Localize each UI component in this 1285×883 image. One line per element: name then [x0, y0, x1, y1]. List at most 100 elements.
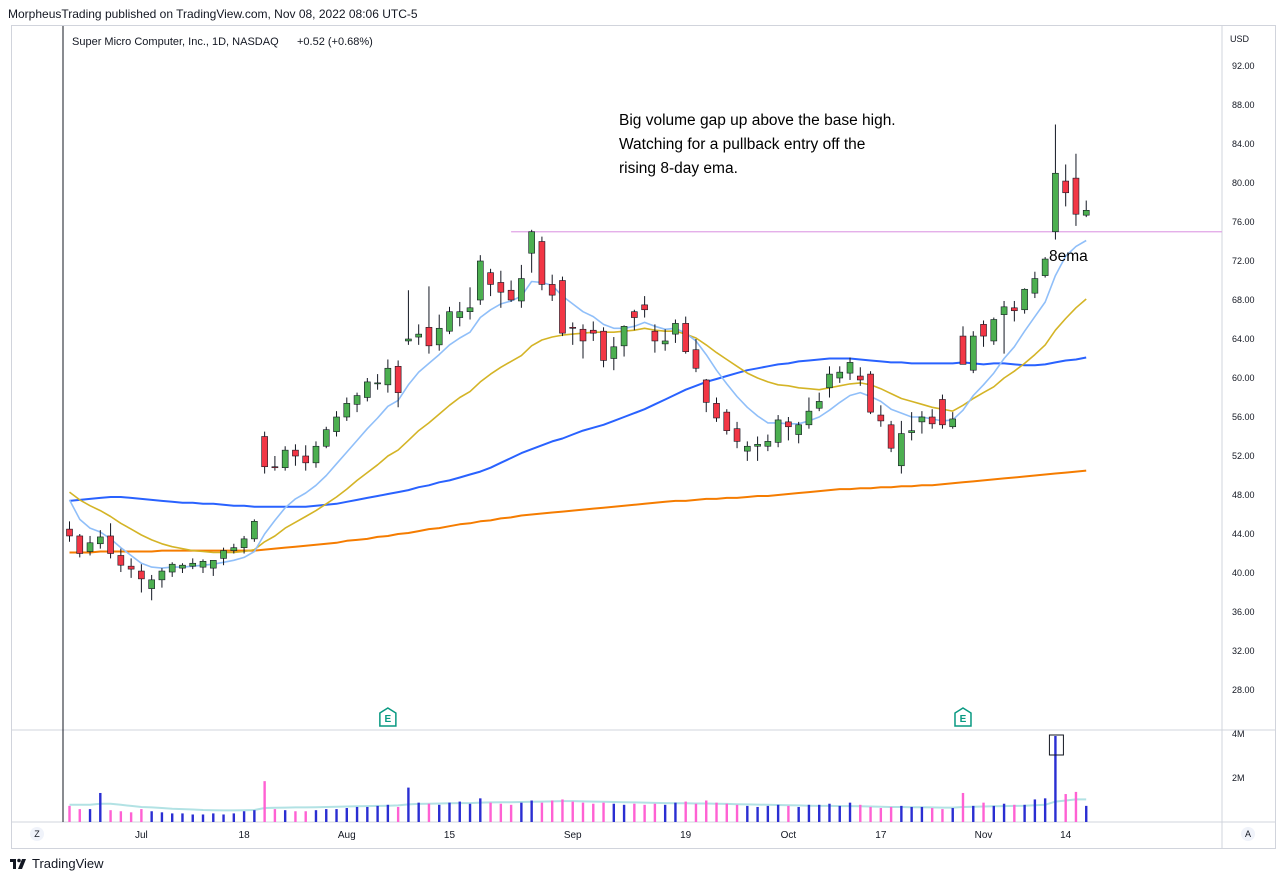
- candle-body: [1011, 307, 1018, 312]
- auto-scale-corner-icon: [1241, 827, 1255, 841]
- price-tick-label: 32.00: [1232, 646, 1255, 656]
- candle-body: [744, 445, 751, 452]
- volume-bar: [160, 812, 164, 822]
- candle-body: [569, 326, 577, 329]
- candle-body: [785, 421, 792, 428]
- volume-bar: [304, 811, 307, 822]
- corner-label-left: Z: [34, 829, 40, 839]
- candle-body: [466, 307, 474, 312]
- volume-ma-line: [69, 798, 1087, 812]
- volume-bar: [201, 814, 205, 822]
- candle-body: [302, 455, 310, 464]
- volume-bar: [242, 811, 246, 822]
- volume-bar: [982, 802, 985, 822]
- candle-body: [220, 550, 227, 559]
- time-tick-label: Sep: [564, 830, 582, 841]
- volume-bar: [992, 805, 995, 822]
- volume-bar: [838, 805, 841, 822]
- volume-bar: [910, 806, 913, 822]
- volume-bar: [129, 812, 133, 822]
- candle-body: [405, 338, 412, 342]
- volume-bar: [705, 800, 708, 822]
- volume-bar: [253, 810, 256, 822]
- price-change: +0.52 (+0.68%): [297, 36, 373, 48]
- volume-bar: [1043, 798, 1047, 822]
- candle-body: [138, 570, 145, 580]
- volume-bar: [684, 801, 687, 822]
- candle-body: [672, 323, 679, 335]
- candle-body: [949, 418, 957, 428]
- volume-bar: [561, 799, 564, 822]
- volume-bar: [694, 803, 698, 822]
- candle-body: [980, 324, 987, 337]
- candle-body: [815, 401, 823, 409]
- candle-body: [559, 280, 566, 334]
- candle-body: [877, 414, 885, 422]
- candle-body: [1041, 258, 1049, 276]
- volume-bar: [1054, 736, 1057, 822]
- volume-bar: [427, 803, 431, 822]
- volume-bar: [396, 806, 400, 822]
- price-tick-label: 28.00: [1232, 685, 1255, 695]
- volume-bar: [920, 806, 924, 822]
- volume-bar: [715, 802, 718, 822]
- tradingview-brand: TradingView: [32, 856, 104, 871]
- candle-body: [312, 445, 320, 464]
- candle-body: [507, 289, 515, 301]
- candle-body: [846, 362, 854, 374]
- candle-body: [189, 562, 197, 567]
- volume-bar: [756, 806, 759, 822]
- corner-label-right: A: [1245, 829, 1251, 839]
- volume-bar: [663, 804, 667, 822]
- volume-bar: [787, 805, 790, 822]
- volume-bar: [581, 802, 585, 822]
- candle-body: [66, 528, 73, 537]
- candle-body: [476, 260, 484, 301]
- volume-bar: [622, 804, 626, 822]
- volume-bar: [735, 804, 739, 822]
- candle-body: [805, 410, 813, 426]
- volume-bar: [889, 806, 893, 822]
- price-tick-label: 60.00: [1232, 373, 1255, 383]
- volume-bar: [273, 809, 277, 822]
- candle-body: [107, 535, 114, 554]
- earnings-marker-icon: [954, 707, 972, 727]
- volume-bar: [78, 809, 81, 822]
- time-tick-label: Aug: [338, 830, 356, 841]
- candle-body: [1052, 172, 1059, 233]
- volume-bar: [191, 814, 194, 822]
- candle-body: [620, 326, 628, 347]
- tradingview-footer[interactable]: TradingView: [10, 856, 104, 871]
- candle-body: [518, 278, 525, 302]
- volume-bar: [99, 792, 102, 822]
- volume-bar: [1023, 804, 1026, 822]
- volume-bar: [869, 806, 872, 822]
- volume-bar: [150, 811, 153, 822]
- volume-bar: [961, 792, 965, 822]
- candle-body: [1000, 306, 1008, 315]
- volume-bars: [68, 734, 1088, 822]
- chart-title: Super Micro Computer, Inc., 1D, NASDAQ: [72, 36, 279, 48]
- candle-body: [713, 403, 720, 419]
- time-tick-label: 18: [239, 830, 251, 841]
- volume-bar: [776, 804, 780, 822]
- publisher-header: MorpheusTrading published on TradingView…: [8, 7, 418, 21]
- candle-body: [1072, 177, 1080, 215]
- volume-bar: [725, 803, 728, 822]
- candle-body: [281, 449, 289, 468]
- candle-body: [600, 330, 607, 361]
- candle-body: [692, 349, 700, 369]
- candle-body: [661, 340, 669, 345]
- volume-bar: [479, 798, 482, 822]
- candle-body: [497, 282, 505, 293]
- candle-body: [374, 382, 381, 385]
- volume-bar: [171, 813, 174, 822]
- candle-body: [97, 536, 104, 545]
- price-tick-label: 80.00: [1232, 178, 1255, 188]
- candle-body: [631, 311, 638, 318]
- volume-bar: [489, 802, 492, 822]
- price-tick-label: 72.00: [1232, 256, 1255, 266]
- volume-bar: [653, 803, 657, 822]
- price-tick-label: 52.00: [1232, 451, 1255, 461]
